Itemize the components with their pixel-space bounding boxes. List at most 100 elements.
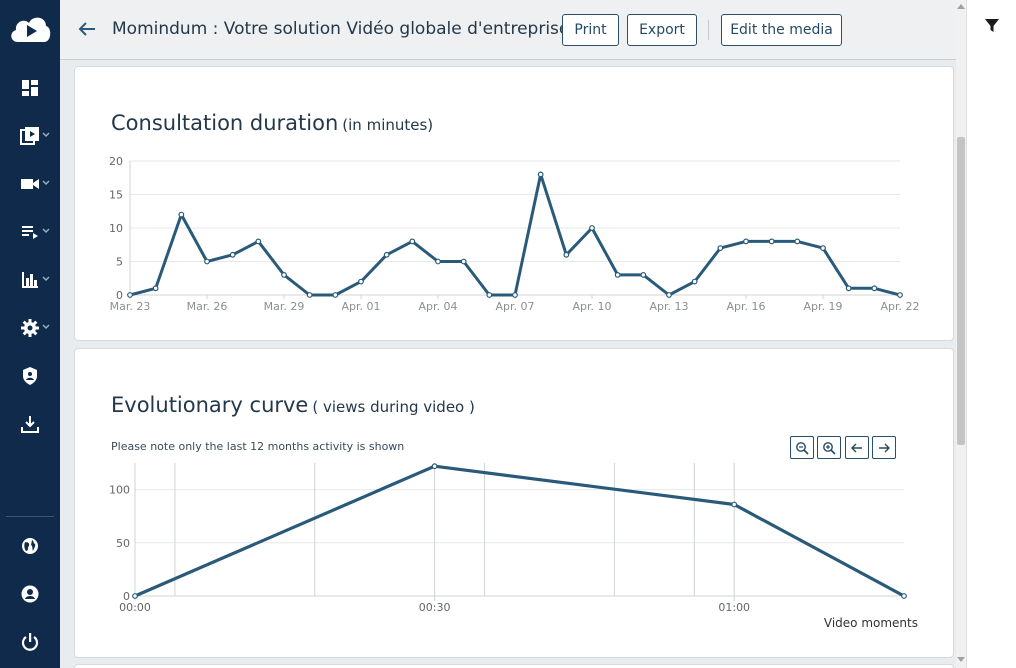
data-point xyxy=(229,251,236,258)
x-axis-title: Video moments xyxy=(824,616,918,630)
data-point xyxy=(845,285,852,292)
sidebar-item-playlists[interactable] xyxy=(0,212,60,252)
data-point xyxy=(127,292,133,298)
data-point xyxy=(666,292,672,298)
data-point xyxy=(614,271,621,278)
consultation-series-line xyxy=(129,172,901,297)
x-tick-label: 01:00 xyxy=(718,601,750,614)
header-separator xyxy=(708,20,709,40)
data-point xyxy=(460,258,467,265)
sidebar-item-dashboard[interactable] xyxy=(0,68,60,108)
data-point xyxy=(743,238,749,245)
edit-media-button[interactable]: Edit the media xyxy=(721,14,842,46)
data-point xyxy=(383,251,390,258)
next-card xyxy=(74,664,954,668)
consultation-subtitle: (in minutes) xyxy=(342,116,434,134)
power-icon xyxy=(21,633,39,651)
user-account-icon xyxy=(21,585,39,603)
sidebar-item-account[interactable] xyxy=(0,574,60,614)
sidebar-item-media-library[interactable] xyxy=(0,116,60,156)
scrollbar-thumb[interactable] xyxy=(957,137,965,445)
x-tick-label: Apr. 19 xyxy=(803,300,842,313)
x-tick-label: Mar. 29 xyxy=(264,300,305,313)
evolution-title: Evolutionary curve( views during video ) xyxy=(111,393,475,417)
data-point xyxy=(332,292,339,298)
data-point xyxy=(409,238,416,245)
zoom-out-button[interactable] xyxy=(790,436,814,459)
security-shield-icon xyxy=(23,367,37,385)
momindum-logo-icon[interactable] xyxy=(8,10,52,48)
data-point xyxy=(901,593,907,599)
y-tick-label: 10 xyxy=(109,222,123,235)
page-title: Momindum : Votre solution Vidéo globale … xyxy=(112,19,570,39)
sidebar-item-language[interactable] xyxy=(0,526,60,566)
data-point xyxy=(640,271,647,278)
page-header: Momindum : Votre solution Vidéo globale … xyxy=(60,0,956,60)
scroll-up-arrow-icon[interactable] xyxy=(957,3,965,9)
evolution-subtitle: ( views during video ) xyxy=(312,398,475,416)
y-tick-label: 15 xyxy=(109,189,123,202)
consultation-duration-card: Consultation duration (in minutes) 0 5 10 15… xyxy=(74,66,954,341)
data-point xyxy=(132,593,138,599)
sidebar-item-statistics[interactable] xyxy=(0,260,60,300)
zoom-in-icon xyxy=(823,441,836,455)
sidebar-item-settings[interactable] xyxy=(0,308,60,348)
evolution-title-text: Evolutionary curve xyxy=(111,393,309,417)
evolutionary-curve-chart: 0 50 100 00:00 00:30 01:00 Video moments xyxy=(109,463,918,630)
x-tick-label: Apr. 10 xyxy=(572,300,611,313)
filter-icon[interactable] xyxy=(983,16,1001,34)
consultation-duration-chart: 0 5 10 15 20 Mar. 23 Mar. 26 Mar. 29 Apr. 01 Apr.… xyxy=(109,155,920,313)
back-arrow-icon[interactable] xyxy=(76,18,98,40)
x-tick-label: Apr. 04 xyxy=(418,300,457,313)
chevron-down-icon xyxy=(42,276,50,281)
x-tick-label: 00:00 xyxy=(119,601,151,614)
evolutionary-curve-card: Evolutionary curve( views during video )… xyxy=(74,348,954,658)
right-filter-panel xyxy=(966,0,1016,668)
sidebar xyxy=(0,0,60,668)
pan-right-button[interactable] xyxy=(872,436,896,459)
data-point xyxy=(512,292,518,298)
export-button[interactable]: Export xyxy=(627,14,697,46)
sidebar-item-logout[interactable] xyxy=(0,622,60,662)
data-point xyxy=(820,245,826,252)
views-series-line xyxy=(134,464,905,598)
sidebar-item-video[interactable] xyxy=(0,164,60,204)
pan-left-button[interactable] xyxy=(845,436,869,459)
data-point xyxy=(204,258,210,265)
chevron-down-icon xyxy=(42,228,50,233)
zoom-out-icon xyxy=(796,441,809,455)
arrow-left-icon xyxy=(851,443,862,452)
activity-note: Please note only the last 12 months acti… xyxy=(111,440,405,453)
x-tick-label: Mar. 26 xyxy=(187,300,228,313)
data-point xyxy=(431,463,438,470)
data-point xyxy=(731,501,738,508)
zoom-in-button[interactable] xyxy=(817,436,841,459)
data-point xyxy=(152,285,159,292)
dashboard-icon xyxy=(22,80,38,96)
settings-icon xyxy=(21,319,39,337)
x-tick-label: Apr. 16 xyxy=(726,300,765,313)
data-point xyxy=(537,171,544,178)
x-tick-label: Mar. 23 xyxy=(110,300,151,313)
data-point xyxy=(486,292,493,298)
chevron-down-icon xyxy=(42,324,50,329)
data-point xyxy=(717,245,724,252)
data-point xyxy=(281,271,287,278)
chevron-down-icon xyxy=(42,132,50,137)
video-camera-icon xyxy=(21,179,39,189)
x-tick-label: Apr. 07 xyxy=(495,300,534,313)
x-tick-label: Apr. 13 xyxy=(649,300,688,313)
data-point xyxy=(178,211,185,218)
y-tick-label: 20 xyxy=(109,155,123,168)
print-button[interactable]: Print xyxy=(562,14,619,46)
x-tick-label: 00:30 xyxy=(419,601,451,614)
chevron-down-icon xyxy=(42,180,50,185)
consultation-title: Consultation duration (in minutes) xyxy=(111,111,433,135)
download-icon xyxy=(21,416,39,433)
sidebar-item-download[interactable] xyxy=(0,404,60,444)
media-library-icon xyxy=(20,127,39,145)
sidebar-item-security[interactable] xyxy=(0,356,60,396)
y-tick-label: 50 xyxy=(116,537,130,550)
scroll-down-arrow-icon[interactable] xyxy=(957,657,965,663)
statistics-icon xyxy=(22,272,38,288)
